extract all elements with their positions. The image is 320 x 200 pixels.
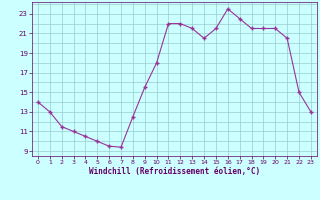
X-axis label: Windchill (Refroidissement éolien,°C): Windchill (Refroidissement éolien,°C) — [89, 167, 260, 176]
